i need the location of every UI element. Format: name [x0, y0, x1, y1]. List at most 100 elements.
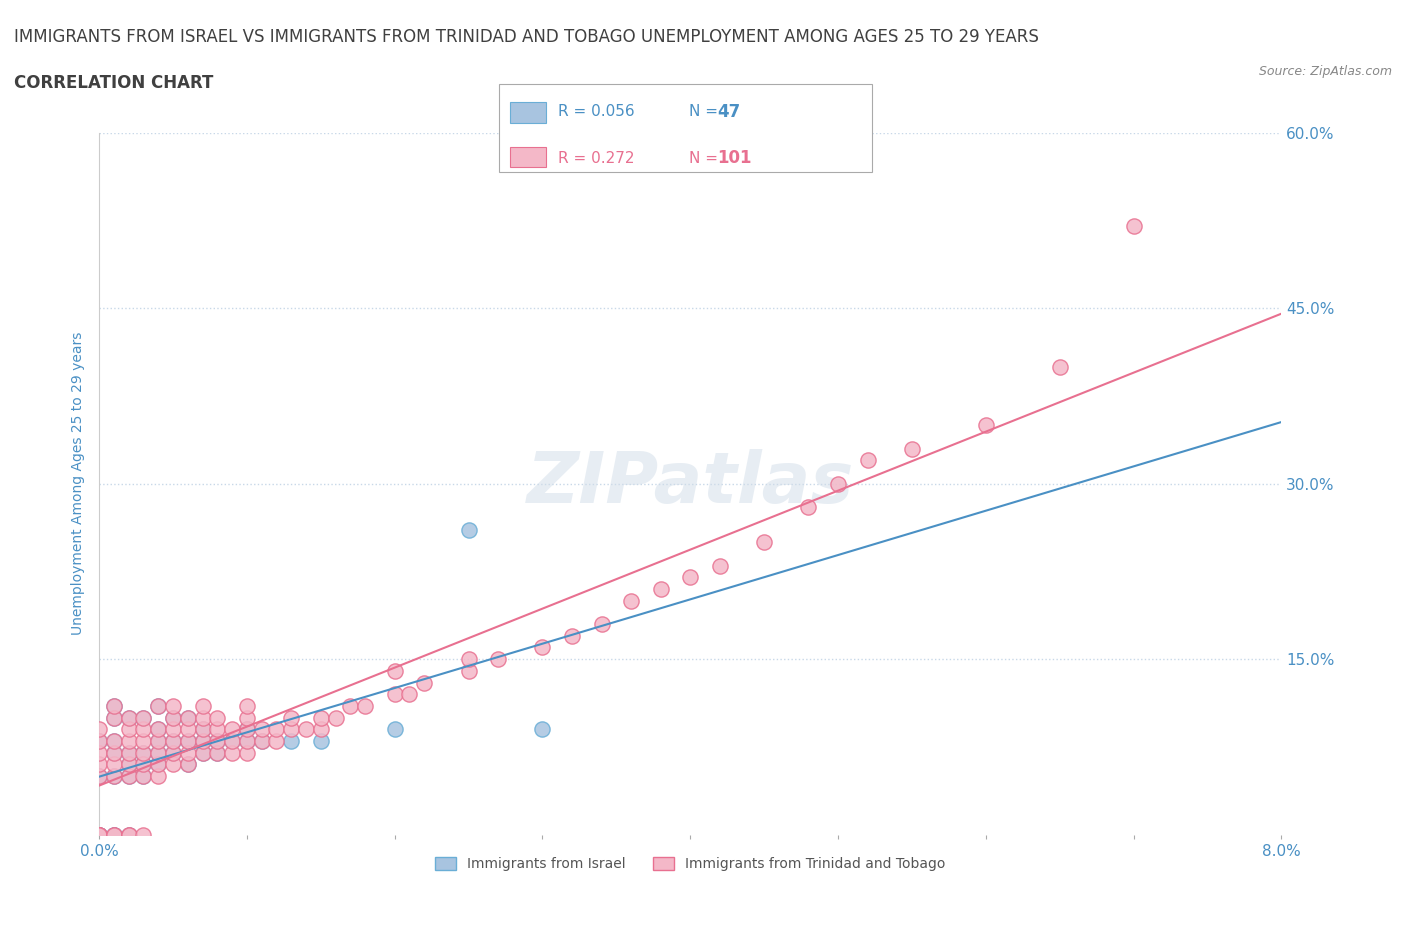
Point: [531, 640, 554, 655]
Point: [709, 558, 731, 573]
Point: [191, 711, 214, 725]
Point: [118, 769, 141, 784]
Point: [132, 745, 155, 760]
Point: [118, 722, 141, 737]
Point: [901, 441, 924, 456]
Point: [103, 757, 125, 772]
Point: [191, 722, 214, 737]
Point: [207, 734, 229, 749]
Point: [177, 745, 200, 760]
Point: [148, 722, 170, 737]
Point: [457, 652, 479, 667]
Point: [132, 757, 155, 772]
Point: [162, 734, 184, 749]
Point: [162, 711, 184, 725]
Point: [103, 711, 125, 725]
Point: [118, 827, 141, 842]
Point: [148, 698, 170, 713]
Point: [148, 757, 170, 772]
Point: [974, 418, 997, 432]
Point: [132, 769, 155, 784]
Point: [132, 734, 155, 749]
Point: [103, 769, 125, 784]
Point: [177, 734, 200, 749]
Point: [103, 769, 125, 784]
Point: [89, 757, 111, 772]
Point: [103, 745, 125, 760]
Point: [679, 570, 702, 585]
Point: [89, 827, 111, 842]
Text: 101: 101: [717, 149, 752, 167]
Point: [103, 734, 125, 749]
Point: [236, 734, 259, 749]
Point: [236, 698, 259, 713]
Point: [148, 745, 170, 760]
Y-axis label: Unemployment Among Ages 25 to 29 years: Unemployment Among Ages 25 to 29 years: [72, 332, 86, 635]
Point: [486, 652, 509, 667]
Point: [89, 827, 111, 842]
Point: [132, 722, 155, 737]
Point: [207, 722, 229, 737]
Point: [162, 757, 184, 772]
Point: [384, 686, 406, 701]
Text: Source: ZipAtlas.com: Source: ZipAtlas.com: [1258, 65, 1392, 78]
Point: [162, 722, 184, 737]
Point: [103, 734, 125, 749]
Point: [89, 769, 111, 784]
Point: [132, 745, 155, 760]
Point: [280, 734, 302, 749]
Point: [89, 734, 111, 749]
Point: [236, 734, 259, 749]
Point: [309, 734, 332, 749]
Point: [236, 745, 259, 760]
Point: [177, 711, 200, 725]
Point: [118, 769, 141, 784]
Point: [266, 722, 288, 737]
Point: [148, 769, 170, 784]
Point: [118, 757, 141, 772]
Point: [162, 734, 184, 749]
Point: [148, 734, 170, 749]
Point: [103, 827, 125, 842]
Point: [118, 757, 141, 772]
Point: [89, 827, 111, 842]
Point: [118, 711, 141, 725]
Point: [207, 745, 229, 760]
Point: [103, 711, 125, 725]
Point: [162, 745, 184, 760]
Point: [103, 698, 125, 713]
Point: [148, 745, 170, 760]
Text: IMMIGRANTS FROM ISRAEL VS IMMIGRANTS FROM TRINIDAD AND TOBAGO UNEMPLOYMENT AMONG: IMMIGRANTS FROM ISRAEL VS IMMIGRANTS FRO…: [14, 28, 1039, 46]
Point: [191, 745, 214, 760]
Point: [103, 745, 125, 760]
Point: [103, 827, 125, 842]
Point: [89, 827, 111, 842]
Point: [620, 593, 643, 608]
Point: [236, 722, 259, 737]
Point: [118, 734, 141, 749]
Point: [856, 453, 879, 468]
Point: [132, 827, 155, 842]
Point: [309, 722, 332, 737]
Point: [103, 698, 125, 713]
Point: [221, 734, 243, 749]
Point: [236, 711, 259, 725]
Point: [89, 745, 111, 760]
Point: [384, 722, 406, 737]
Point: [191, 734, 214, 749]
Point: [118, 745, 141, 760]
Point: [236, 722, 259, 737]
Point: [325, 711, 347, 725]
Point: [191, 698, 214, 713]
Point: [561, 629, 583, 644]
Text: ZIPatlas: ZIPatlas: [527, 449, 853, 518]
Point: [191, 734, 214, 749]
Point: [591, 617, 613, 631]
Point: [89, 734, 111, 749]
Point: [132, 769, 155, 784]
Point: [280, 711, 302, 725]
Point: [398, 686, 420, 701]
Point: [177, 757, 200, 772]
Point: [531, 722, 554, 737]
Point: [191, 722, 214, 737]
